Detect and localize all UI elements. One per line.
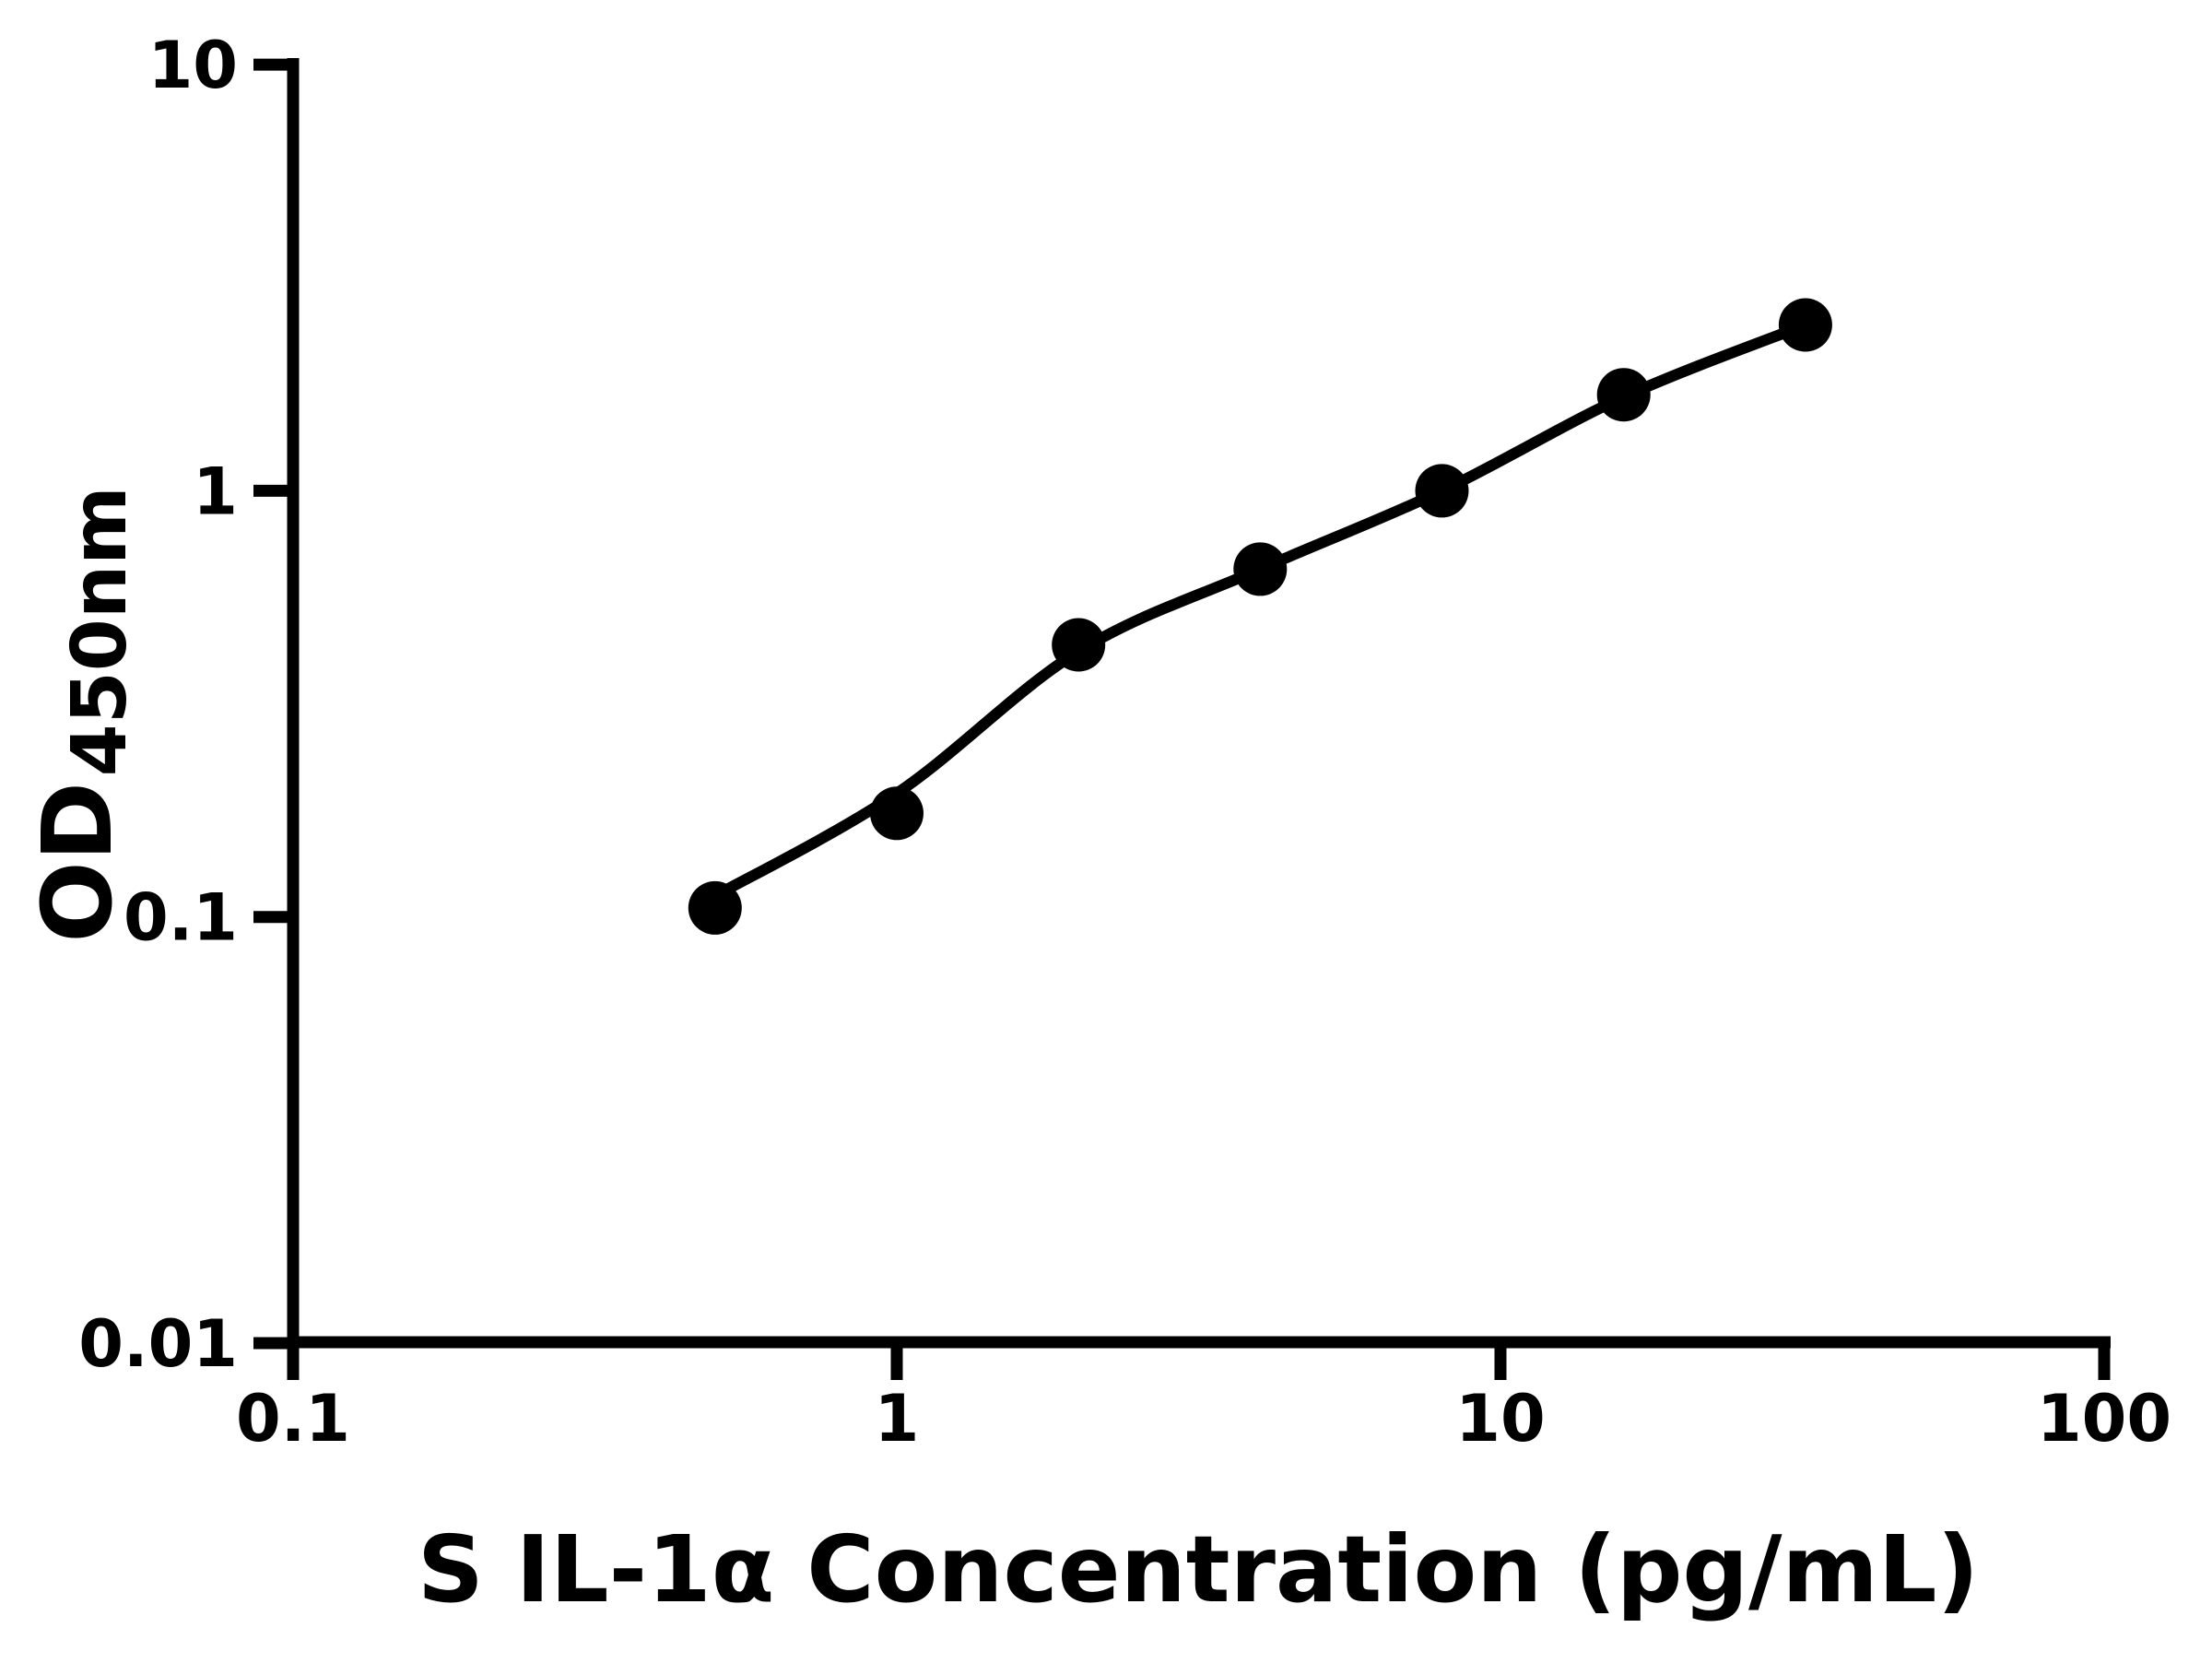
data-point	[1596, 368, 1651, 422]
data-point	[1233, 542, 1288, 596]
x-tick-label: 100	[2037, 1381, 2171, 1457]
y-axis-ticks: 10 1 0.1 0.01	[78, 28, 293, 1382]
data-point	[1415, 464, 1469, 518]
data-points	[688, 298, 1832, 935]
x-axis-ticks: 0.1 1 10 100	[236, 1342, 2171, 1457]
data-point	[1778, 298, 1832, 352]
y-axis-title: OD 450nm	[21, 486, 144, 942]
y-axis-title-base: OD	[21, 782, 134, 943]
x-tick-label: 10	[1455, 1381, 1545, 1457]
x-tick-label: 1	[875, 1381, 920, 1457]
data-point	[870, 786, 924, 841]
y-tick-label: 10	[148, 28, 238, 103]
data-point	[688, 880, 742, 935]
y-tick-label: 0.01	[78, 1306, 238, 1382]
y-axis-title-subscript: 450nm	[56, 486, 144, 776]
y-tick-label: 0.1	[124, 880, 238, 956]
x-tick-label: 0.1	[236, 1381, 350, 1457]
x-axis-title: S IL-1α Concentration (pg/mL)	[418, 1516, 1979, 1623]
y-tick-label: 1	[193, 454, 238, 529]
data-point	[1052, 618, 1106, 672]
